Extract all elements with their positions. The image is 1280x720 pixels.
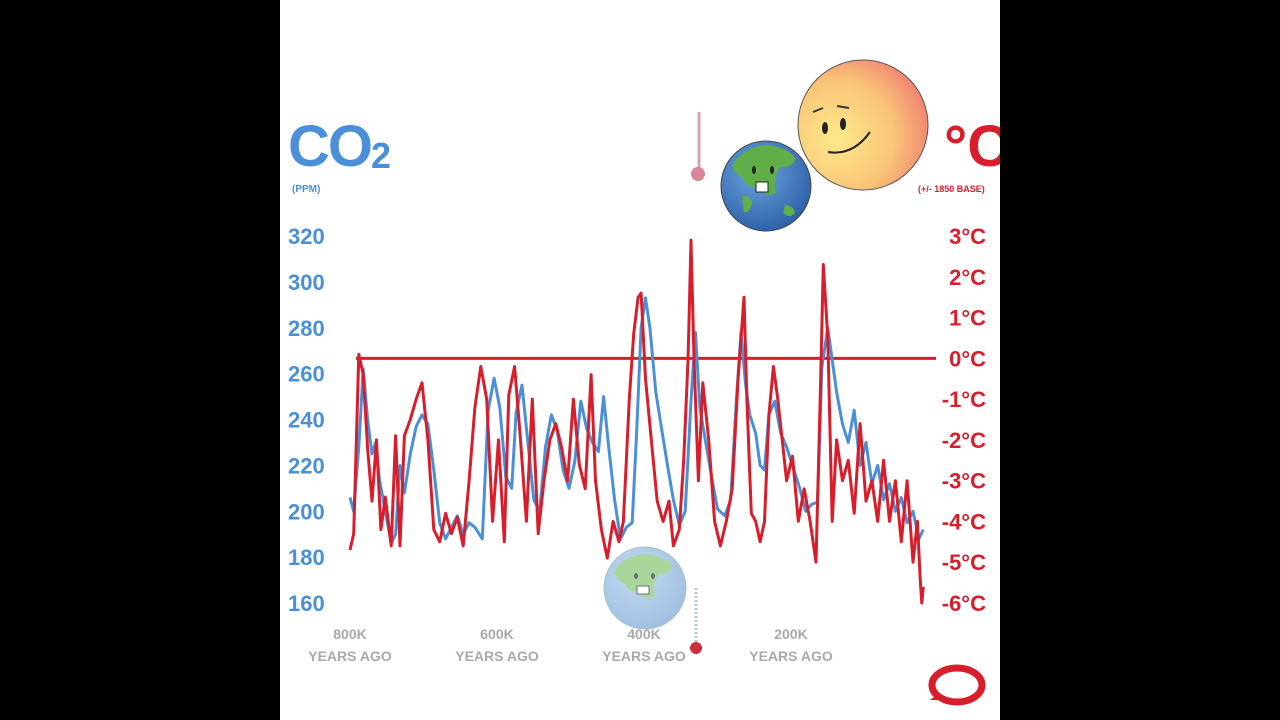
temperature-tick-label: 0°C	[949, 346, 986, 371]
temperature-tick-label: -4°C	[942, 509, 986, 534]
co2-tick-label: 240	[288, 408, 325, 433]
thermometer-icon	[691, 112, 705, 181]
time-axis-ticks: 800K YEARS AGO 600K YEARS AGO 400K YEARS AGO 2…	[308, 626, 833, 664]
temperature-series-line	[348, 238, 925, 605]
co2-tick-label: 320	[288, 224, 325, 249]
chart-area: 320 300 280 260 240 220 200 180 160 3°C 2°C 1°C 0°C…	[288, 59, 986, 706]
co2-tick-label: 200	[288, 499, 325, 524]
time-tick-label: 200K	[774, 626, 807, 642]
time-tick-label: 600K	[480, 626, 513, 642]
earth-icon	[720, 140, 812, 232]
co2-tick-label: 160	[288, 591, 325, 616]
co2-tick-label: 220	[288, 453, 325, 478]
temperature-axis-ticks: 3°C 2°C 1°C 0°C -1°C -2°C -3°C -4°C -5°C -6°C	[942, 224, 986, 616]
temperature-axis-unit: (+/- 1850 BASE)	[918, 184, 985, 194]
co2-tick-label: 300	[288, 270, 325, 295]
temperature-tick-label: 2°C	[949, 265, 986, 290]
co2-tick-label: 280	[288, 316, 325, 341]
temperature-axis-title: °C	[944, 114, 1000, 179]
temperature-tick-label: 3°C	[949, 224, 986, 249]
logo-icon	[928, 664, 986, 706]
time-tick-label: 800K	[333, 626, 366, 642]
sun-icon	[797, 59, 929, 191]
temperature-tick-label: 1°C	[949, 306, 986, 331]
co2-axis-ticks: 320 300 280 260 240 220 200 180 160	[288, 224, 325, 616]
temperature-tick-label: -2°C	[942, 428, 986, 453]
co2-axis-unit: (PPM)	[292, 184, 321, 195]
co2-series-line	[348, 296, 925, 545]
temperature-tick-label: -3°C	[942, 469, 986, 494]
thermometer-icon	[690, 588, 702, 654]
temperature-tick-label: -5°C	[942, 550, 986, 575]
temperature-tick-label: -6°C	[942, 591, 986, 616]
co2-tick-label: 260	[288, 362, 325, 387]
temperature-tick-label: -1°C	[942, 387, 986, 412]
time-tick-label: YEARS AGO	[602, 648, 686, 664]
co2-tick-label: 180	[288, 545, 325, 570]
time-tick-label: YEARS AGO	[308, 648, 392, 664]
earth-icon	[603, 546, 687, 630]
chart-panel: 320 300 280 260 240 220 200 180 160 3°C 2°C 1°C 0°C…	[280, 0, 1000, 720]
co2-axis-title: CO2	[288, 114, 391, 179]
time-tick-label: YEARS AGO	[749, 648, 833, 664]
time-tick-label: 400K	[627, 626, 660, 642]
time-tick-label: YEARS AGO	[455, 648, 539, 664]
